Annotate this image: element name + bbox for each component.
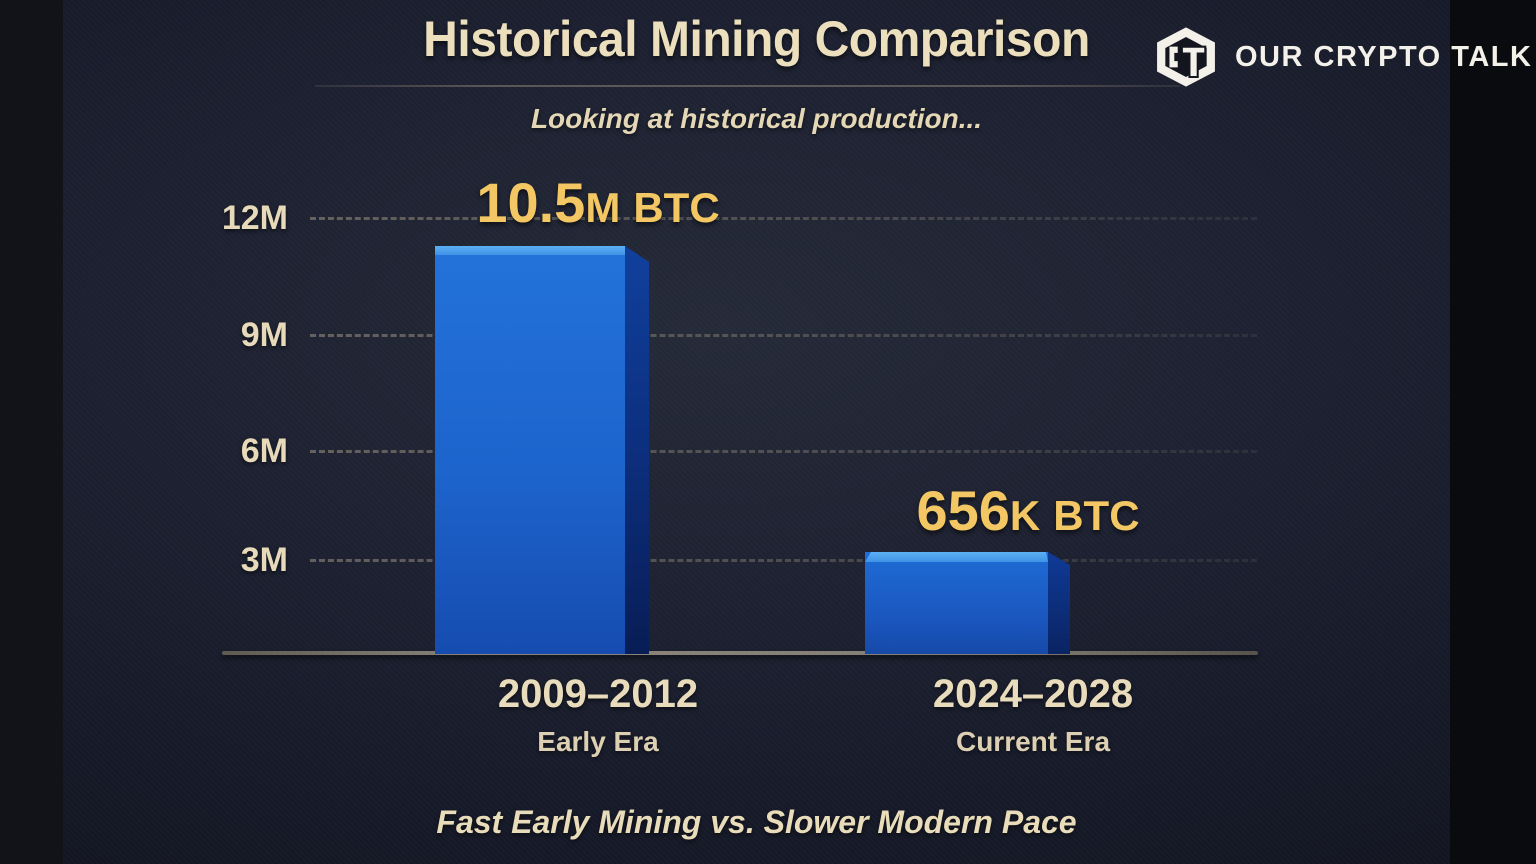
gridline-9m [310, 334, 1257, 337]
bar-current-era-top-highlight [865, 552, 1048, 562]
gridline-6m [310, 450, 1257, 453]
brand-name: OUR CRYPTO TALK [1235, 40, 1533, 73]
x-axis-baseline [222, 651, 1258, 655]
category-label-early-period: 2009–2012 [497, 672, 699, 716]
infographic-card: Historical Mining Comparison Looking at … [63, 0, 1450, 864]
bar-current-era-front-face [865, 552, 1048, 654]
right-letterbox [1450, 0, 1536, 864]
bar-early-era-top-highlight [435, 246, 625, 255]
value-suffix: M [585, 184, 621, 231]
footer-caption: Fast Early Mining vs. Slower Modern Pace [436, 804, 1077, 840]
left-letterbox [0, 0, 63, 864]
value-number: 10.5 [476, 171, 586, 234]
gridline-3m [310, 559, 1257, 562]
hexagon-ct-logo-icon [1157, 27, 1215, 87]
chart-subtitle: Looking at historical production... [530, 103, 983, 134]
bar-early-era-side-face [625, 246, 649, 654]
y-tick-3m: 3M [240, 541, 288, 579]
title-underline [315, 85, 1180, 87]
brand-logo: OUR CRYPTO TALK [1150, 26, 1531, 88]
bar-early-era [435, 246, 649, 654]
value-unit: BTC [633, 184, 720, 231]
category-label-current-period: 2024–2028 [932, 672, 1134, 716]
value-unit: BTC [1053, 492, 1140, 539]
bar-current-era-value-label: 656 K BTC [868, 478, 1188, 542]
bar-current-era-side-face [1048, 552, 1070, 654]
bar-current-era [865, 552, 1070, 654]
gridline-12m [310, 217, 1257, 220]
value-suffix: K [1009, 492, 1041, 539]
category-label-current-era: Current Era [955, 726, 1111, 757]
bar-early-era-front-face [435, 246, 625, 654]
value-number: 656 [916, 479, 1010, 542]
y-tick-9m: 9M [240, 316, 288, 354]
y-tick-6m: 6M [240, 432, 288, 470]
category-label-early-era: Early Era [537, 726, 659, 757]
page-title: Historical Mining Comparison [423, 11, 1090, 67]
bar-early-era-value-label: 10.5 M BTC [438, 170, 758, 234]
y-tick-12m: 12M [221, 199, 288, 237]
